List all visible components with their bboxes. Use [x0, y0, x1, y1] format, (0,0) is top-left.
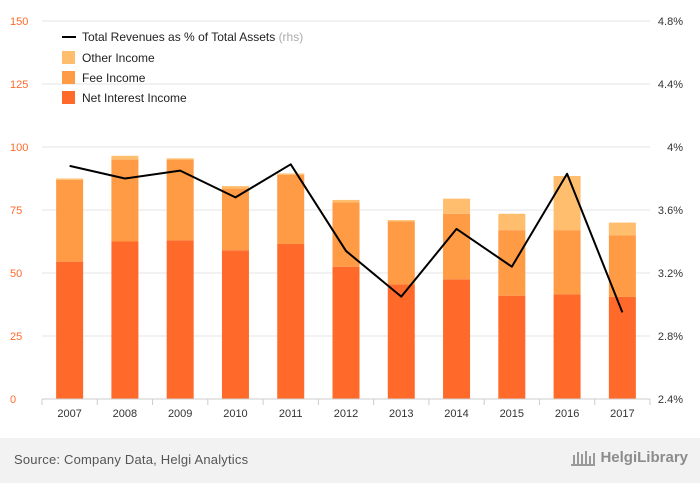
bar-segment — [443, 279, 471, 399]
x-tick-label: 2009 — [168, 408, 192, 420]
legend-suffix: (rhs) — [279, 30, 304, 44]
y-left-tick-label: 125 — [10, 79, 28, 91]
bars — [56, 155, 636, 399]
bar-segment — [443, 213, 471, 280]
bar-segment — [332, 202, 360, 267]
y-right-tick-label: 2.8% — [658, 331, 683, 343]
y-left-tick-label: 25 — [10, 331, 22, 343]
bar-segment — [553, 175, 581, 231]
bar-segment — [221, 186, 249, 189]
bar-segment — [277, 173, 305, 175]
bar-segment — [111, 155, 139, 160]
bar-segment — [498, 230, 526, 296]
brand-name: HelgiLibrary — [600, 448, 688, 466]
bar-segment — [387, 284, 415, 399]
y-right-tick-label: 3.6% — [658, 205, 683, 217]
source-text: Source: Company Data, Helgi Analytics — [14, 452, 249, 467]
x-tick-label: 2010 — [223, 408, 247, 420]
brand-logo: HelgiLibrary — [570, 448, 688, 466]
y-right-tick-label: 4% — [667, 142, 683, 154]
library-icon — [571, 451, 596, 466]
x-tick-label: 2013 — [389, 408, 413, 420]
y-left-tick-label: 150 — [10, 16, 28, 28]
x-tick-label: 2011 — [279, 408, 303, 420]
bar-segment — [111, 241, 139, 399]
axes: 0 25 50 75 100 125 150 2.4% 2.8% 3.2% 3.6% 4% 4.4% 4.… — [10, 16, 683, 420]
legend-label: Other Income — [82, 51, 155, 65]
bar-segment — [608, 222, 636, 236]
bar-segment — [277, 174, 305, 245]
bar-segment — [387, 220, 415, 222]
footer: Source: Company Data, Helgi Analytics He… — [0, 438, 700, 483]
bar-segment — [332, 199, 360, 203]
revenue-ratio-line — [69, 163, 624, 313]
legend-label: Fee Income — [82, 71, 146, 85]
x-tick-label: 2008 — [113, 408, 137, 420]
y-right-tick-label: 2.4% — [658, 394, 683, 406]
line-series — [69, 163, 624, 313]
bar-segment — [221, 250, 249, 399]
x-tick-label: 2016 — [555, 408, 579, 420]
x-tick-label: 2012 — [334, 408, 358, 420]
y-left-tick-label: 50 — [10, 268, 22, 280]
bar-segment — [166, 158, 194, 160]
bar-segment — [221, 188, 249, 251]
bar-segment — [608, 296, 636, 399]
legend-label: Total Revenues as % of Total Assets (rhs… — [82, 30, 303, 44]
y-left-tick-label: 100 — [10, 142, 28, 154]
legend-swatch — [62, 71, 75, 84]
bar-segment — [56, 178, 84, 180]
bar-segment — [56, 261, 84, 399]
y-left-tick-label: 0 — [10, 394, 16, 406]
bar-segment — [111, 159, 139, 242]
y-right-tick-label: 4.8% — [658, 16, 683, 28]
x-tick-label: 2014 — [444, 408, 468, 420]
legend-swatch — [62, 91, 75, 104]
y-left-tick-label: 75 — [10, 205, 22, 217]
bar-segment — [277, 244, 305, 399]
stacked-bar-line-chart: 0 25 50 75 100 125 150 2.4% 2.8% 3.2% 3.6% 4% 4.4% 4.… — [10, 16, 683, 420]
bar-segment — [498, 295, 526, 399]
legend-swatch — [62, 51, 75, 64]
legend-label: Net Interest Income — [82, 91, 187, 105]
bar-segment — [56, 179, 84, 262]
legend: Total Revenues as % of Total Assets (rhs… — [62, 30, 303, 105]
x-tick-label: 2015 — [500, 408, 524, 420]
x-tick-label: 2017 — [610, 408, 634, 420]
bar-segment — [553, 294, 581, 399]
bar-segment — [332, 266, 360, 399]
x-tick-label: 2007 — [57, 408, 81, 420]
y-right-tick-label: 4.4% — [658, 79, 683, 91]
bar-segment — [553, 230, 581, 295]
bar-segment — [166, 240, 194, 399]
bar-segment — [166, 159, 194, 241]
bar-segment — [498, 213, 526, 231]
bar-segment — [608, 235, 636, 297]
y-right-tick-label: 3.2% — [658, 268, 683, 280]
bar-segment — [387, 221, 415, 285]
bar-segment — [443, 198, 471, 214]
